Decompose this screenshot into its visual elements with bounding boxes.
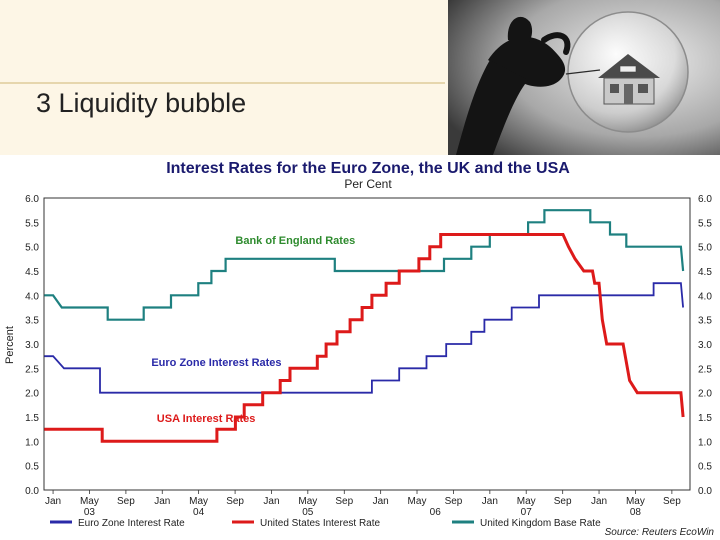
- x-year-label: 04: [193, 507, 205, 518]
- y-tick-label-left: 2.5: [25, 364, 39, 375]
- x-tick-label: May: [626, 496, 645, 507]
- hand-pinning-house-bubble-photo: [448, 0, 720, 155]
- y-tick-label-right: 2.0: [698, 389, 712, 400]
- series-line: [44, 233, 685, 443]
- y-tick-label-left: 2.0: [25, 389, 39, 400]
- x-tick-label: Jan: [373, 496, 389, 507]
- source-note: Source: Reuters EcoWin: [605, 527, 715, 538]
- legend: Euro Zone Interest Rate United States Int…: [50, 518, 601, 529]
- y-tick-label-left: 5.0: [25, 243, 39, 254]
- y-tick-label-left: 4.0: [25, 291, 39, 302]
- header-divider: [0, 82, 445, 84]
- x-tick-label: Jan: [591, 496, 607, 507]
- x-tick-label: Jan: [45, 496, 61, 507]
- y-tick-label-left: 4.5: [25, 267, 39, 278]
- y-tick-label-right: 1.5: [698, 413, 712, 424]
- y-tick-label-right: 3.5: [698, 316, 712, 327]
- series-annotation: Bank of England Rates: [235, 235, 355, 247]
- x-year-label: 07: [521, 507, 533, 518]
- y-tick-label-left: 5.5: [25, 218, 39, 229]
- x-tick-label: Sep: [117, 496, 135, 507]
- series-line: [44, 282, 684, 394]
- y-tick-label-left: 0.0: [25, 486, 39, 497]
- y-tick-label-right: 6.0: [698, 194, 712, 205]
- series-line: [44, 209, 685, 321]
- annotations: Bank of England Rates Euro Zone Interest …: [151, 235, 355, 425]
- x-tick-label: Jan: [154, 496, 170, 507]
- plot-frame: [43, 197, 691, 491]
- y-tick-label-left: 6.0: [25, 194, 39, 205]
- series-annotation: USA Interest Rates: [157, 413, 256, 425]
- y-tick-label-right: 2.5: [698, 364, 712, 375]
- y-tick-label-left: 0.5: [25, 462, 39, 473]
- x-tick-label: May: [189, 496, 208, 507]
- slide-title: 3 Liquidity bubble: [36, 88, 247, 118]
- legend-label: United States Interest Rate: [260, 518, 381, 529]
- x-tick-label: May: [298, 496, 317, 507]
- chart-subtitle: Per Cent: [344, 177, 392, 191]
- y-tick-label-left: 1.0: [25, 437, 39, 448]
- interest-rates-chart: Interest Rates for the Euro Zone, the UK…: [0, 155, 720, 540]
- y-tick-label-right: 0.5: [698, 462, 712, 473]
- legend-label: United Kingdom Base Rate: [480, 518, 601, 529]
- x-year-label: 03: [84, 507, 96, 518]
- legend-label: Euro Zone Interest Rate: [78, 518, 185, 529]
- x-year-label: 05: [302, 507, 314, 518]
- x-year-label: 08: [630, 507, 642, 518]
- y-tick-label-right: 1.0: [698, 437, 712, 448]
- chart-title: Interest Rates for the Euro Zone, the UK…: [166, 160, 570, 177]
- y-tick-label-right: 0.0: [698, 486, 712, 497]
- x-tick-label: Jan: [482, 496, 498, 507]
- x-tick-label: Sep: [226, 496, 244, 507]
- x-tick-label: Sep: [445, 496, 463, 507]
- x-tick-label: Sep: [335, 496, 353, 507]
- y-tick-label-right: 4.0: [698, 291, 712, 302]
- series-annotation: Euro Zone Interest Rates: [151, 357, 281, 369]
- y-tick-label-left: 3.5: [25, 316, 39, 327]
- x-tick-label: May: [80, 496, 99, 507]
- y-tick-label-right: 4.5: [698, 267, 712, 278]
- series-lines: [44, 209, 685, 443]
- axes: 0.0 0.0 0.5 0.5 1.0 1.0 1.5 1.5 2.0 2.0 2.5 2.5 3.0 3…: [25, 194, 712, 518]
- y-tick-label-left: 3.0: [25, 340, 39, 351]
- x-tick-label: Sep: [663, 496, 681, 507]
- x-year-label: 06: [430, 507, 442, 518]
- y-axis-label: Percent: [4, 326, 16, 364]
- y-tick-label-right: 3.0: [698, 340, 712, 351]
- x-tick-label: Jan: [263, 496, 279, 507]
- y-tick-label-right: 5.5: [698, 218, 712, 229]
- x-tick-label: May: [408, 496, 427, 507]
- y-tick-label-right: 5.0: [698, 243, 712, 254]
- x-tick-label: May: [517, 496, 536, 507]
- x-tick-label: Sep: [554, 496, 572, 507]
- y-tick-label-left: 1.5: [25, 413, 39, 424]
